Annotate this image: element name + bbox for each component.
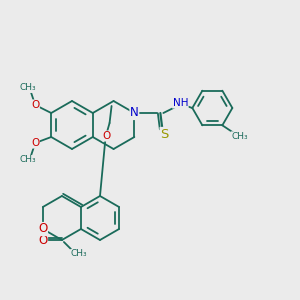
Text: S: S (160, 128, 169, 140)
Text: O: O (38, 223, 47, 236)
Text: CH₃: CH₃ (70, 250, 87, 259)
Text: NH: NH (172, 98, 188, 108)
Text: CH₃: CH₃ (20, 155, 37, 164)
Text: N: N (130, 106, 139, 119)
Text: O: O (31, 138, 39, 148)
Text: O: O (38, 233, 47, 247)
Text: CH₃: CH₃ (20, 83, 37, 92)
Text: CH₃: CH₃ (231, 132, 248, 141)
Text: O: O (102, 131, 111, 141)
Text: O: O (31, 100, 39, 110)
